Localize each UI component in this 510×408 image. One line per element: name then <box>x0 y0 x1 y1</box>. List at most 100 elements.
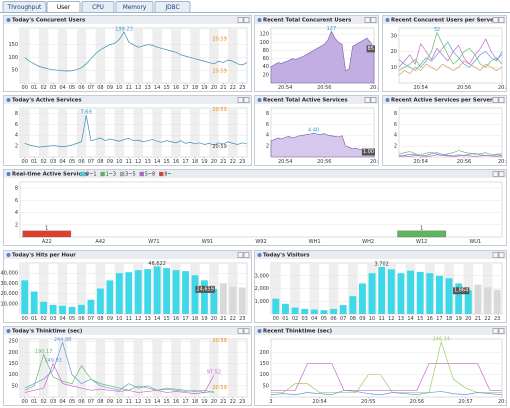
panel-header <box>255 251 506 259</box>
tab[interactable] <box>2 1 47 13</box>
tab[interactable] <box>115 1 154 13</box>
tab-label[interactable]: Throughput <box>7 5 42 11</box>
x-tick-label: 04 <box>59 159 65 165</box>
annotation: 1.00 <box>363 149 374 155</box>
x-tick-label: WH2 <box>362 239 374 245</box>
panel-button[interactable] <box>243 252 250 258</box>
panel-button[interactable] <box>237 252 244 258</box>
x-tick-label: 17 <box>182 159 188 165</box>
x-tick-label: W71 <box>148 239 159 245</box>
tab-label[interactable]: CPU <box>92 5 104 11</box>
x-tick-label: 08 <box>97 399 103 405</box>
x-tick-label: 06 <box>78 399 84 405</box>
panel-button[interactable] <box>243 17 250 23</box>
panel-title: Recent Total Concurent Users <box>263 18 351 24</box>
x-tick-label: 18 <box>192 85 198 91</box>
x-tick-label: W12 <box>416 239 427 245</box>
panel-button[interactable] <box>498 252 505 258</box>
tab-label[interactable]: User <box>57 5 71 11</box>
stripe <box>152 28 162 83</box>
panel-title: Recent Concurent Users per Server <box>391 18 497 24</box>
line <box>398 150 503 156</box>
x-tick-label: 02 <box>40 316 46 322</box>
bar <box>474 284 482 314</box>
panel-button[interactable] <box>364 97 371 103</box>
panel-header <box>383 96 506 104</box>
panel-button[interactable] <box>498 171 505 177</box>
x-tick-label: 08 <box>97 316 103 322</box>
x-tick-label: 07 <box>88 159 94 165</box>
x-tick-label: 16 <box>173 316 179 322</box>
panel-button[interactable] <box>492 252 499 258</box>
panel-button[interactable] <box>492 17 499 23</box>
annotation: 46,622 <box>148 261 166 267</box>
x-tick-label: 23 <box>494 316 500 322</box>
annotation: 20:59 <box>212 338 226 344</box>
tab[interactable] <box>46 1 81 13</box>
bar <box>210 288 218 314</box>
panel-button[interactable] <box>492 171 499 177</box>
panel-button[interactable] <box>237 328 244 334</box>
panel-button[interactable] <box>364 17 371 23</box>
x-tick-label: 17 <box>182 399 188 405</box>
x-tick-label: W92 <box>255 239 266 245</box>
panel-button[interactable] <box>237 17 244 23</box>
y-tick-label: 4 <box>394 133 397 139</box>
bar <box>358 283 366 314</box>
x-tick-label: 17 <box>182 316 188 322</box>
x-tick-label: 14 <box>407 316 413 322</box>
bar <box>397 230 446 238</box>
stripe <box>20 28 30 83</box>
x-tick-label: 21 <box>220 399 226 405</box>
plot-area <box>19 181 503 238</box>
x-tick-label: 20 <box>211 399 217 405</box>
x-tick-label: 21 <box>220 159 226 165</box>
tab-label[interactable]: JDBC <box>164 5 179 11</box>
panel-button[interactable] <box>492 328 499 334</box>
x-tick-label: 18 <box>192 399 198 405</box>
x-tick-label: 23 <box>239 399 245 405</box>
x-tick-label: 22 <box>230 159 236 165</box>
x-tick-label: 20:56 <box>410 399 424 405</box>
panel-button[interactable] <box>237 97 244 103</box>
y-tick-label: 8 <box>15 111 18 117</box>
bar <box>219 283 227 314</box>
panel-button[interactable] <box>492 97 499 103</box>
x-tick-label: 20:54 <box>278 159 292 165</box>
tab-label[interactable]: Memory <box>123 5 147 11</box>
stripe <box>76 263 87 314</box>
x-tick-label: 20: <box>498 399 506 405</box>
line <box>24 115 248 148</box>
bar <box>378 266 386 314</box>
x-tick-label: 18 <box>192 159 198 165</box>
x-tick-label: 13 <box>145 399 151 405</box>
x-tick-label: 08 <box>350 316 356 322</box>
panel-button[interactable] <box>243 97 250 103</box>
y-tick-label: 100 <box>259 372 269 378</box>
panel-button[interactable] <box>243 328 250 334</box>
panel-icon <box>385 18 390 22</box>
annotation: 3,702 <box>375 261 389 267</box>
y-tick-label: 6 <box>15 198 18 204</box>
x-tick-label: 09 <box>107 399 113 405</box>
y-tick-label: 250 <box>8 339 18 345</box>
panel-button[interactable] <box>370 97 377 103</box>
x-tick-label: 21 <box>220 85 226 91</box>
x-tick-label: 10 <box>369 316 375 322</box>
panel: Recent Total Active Services 2 4 6 8 20:54 20:… <box>254 95 379 166</box>
y-tick-label: 8 <box>15 186 18 192</box>
panel-button[interactable] <box>370 17 377 23</box>
x-tick-label: 20:55 <box>361 399 375 405</box>
y-tick-label: 50 <box>12 383 18 389</box>
tab[interactable] <box>154 1 191 13</box>
panel-button[interactable] <box>498 328 505 334</box>
x-tick-label: 07 <box>88 399 94 405</box>
legend-label: 1~3 <box>106 172 117 178</box>
x-tick-label: 20:54 <box>413 85 427 91</box>
annotation-box <box>361 148 375 156</box>
y-tick-label: 4 <box>15 133 18 139</box>
panel-button[interactable] <box>498 17 505 23</box>
panel-button[interactable] <box>498 97 505 103</box>
tab[interactable] <box>81 1 115 13</box>
x-tick-label: 17 <box>436 316 442 322</box>
